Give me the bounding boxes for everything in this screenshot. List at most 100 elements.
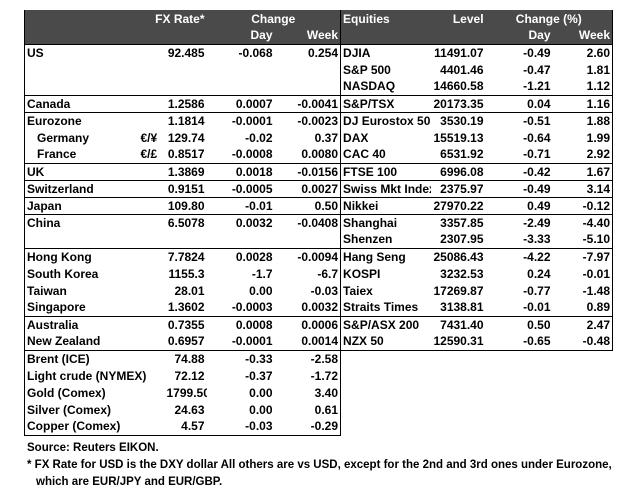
eq-week-cell: 1.88 [552,111,614,129]
day-cell: 0.00 [249,283,273,298]
pair-cell [138,196,165,214]
fx-cell: 1.3602 [167,300,205,315]
level-cell: 12590.31 [433,334,484,349]
header-cell: Day [485,27,553,44]
fx-cell: 28.01 [174,283,205,298]
table-row: Australia 0.7355 0.0008 0.0006 S&P/ASX 200 74… [24,315,614,333]
commodity-row: Light crude (NYMEX) 72.12 -0.37 -1.72 [24,367,613,384]
table-row: NASDAQ 14660.58 -1.21 1.12 [24,78,614,95]
blank-cell [340,349,613,367]
day-cell: 0.0008 [206,315,275,333]
country-cell: Singapore [24,299,139,316]
commodity-name: Silver (Comex) [24,401,165,418]
note: * FX Rate for USD is the DXY dollar All … [27,459,612,471]
equity-cell: S&P/ASX 200 [340,315,431,333]
footer: Source: Reuters EIKON. * FX Rate for USD… [27,440,612,491]
header-cell: Change [206,10,341,27]
week-cell [275,78,341,95]
fx-cell: 0.9151 [164,179,207,197]
equity-cell: S&P/TSX [340,94,431,112]
commodity-week: -1.72 [274,367,342,384]
equity-cell: Shenzen [340,231,431,248]
week-cell: 0.0032 [301,300,339,315]
commodity-price: 1799.50 [166,385,207,400]
day-cell: -0.0008 [231,147,273,162]
day-cell: -0.0001 [206,111,275,129]
pair-cell: €/£ [140,147,158,162]
eq-day-cell: -3.33 [523,232,551,247]
eq-week-cell: 2.92 [552,146,614,163]
country-cell [24,61,139,78]
equity-cell: DJ Eurostox 50 [340,111,431,129]
level-cell: 17269.87 [433,283,484,298]
pair-cell [138,43,165,61]
day-cell: -0.0005 [206,179,275,197]
week-cell: -0.03 [310,283,339,298]
fx-cell [165,231,207,248]
equity-cell: S&P 500 [340,61,431,78]
blank-cell [341,384,613,401]
commodity-week: 0.61 [274,401,342,418]
week-cell: -0.0041 [274,94,341,112]
pair-cell [138,315,165,333]
eq-week-cell: 2.47 [552,315,614,333]
level-cell: 3232.53 [440,266,484,281]
level-cell: 11491.07 [430,43,486,61]
level-cell: 2375.97 [430,179,486,197]
level-cell: 7431.40 [430,315,486,333]
header-cell: Change (%) [485,10,614,27]
country-cell: US [24,43,139,61]
eq-week-cell: -4.40 [552,213,614,231]
country-cell: Taiwan [24,282,139,299]
header-cell: Level [430,10,486,27]
day-cell: -0.0001 [231,334,273,349]
week-cell: -0.0156 [274,162,341,180]
week-cell: -0.0094 [274,247,341,265]
header-cell: Week [552,27,614,44]
commodity-name: Gold (Comex) [24,384,165,401]
pair-cell [139,265,165,282]
commodity-name: Light crude (NYMEX) [24,367,165,384]
pair-cell [138,247,165,265]
level-cell: 25086.43 [430,247,486,265]
pair-cell [138,94,165,112]
commodity-row: Brent (ICE) 74.88 -0.33 -2.58 [24,349,613,367]
header-cell: Day [206,27,275,44]
eq-day-cell: -0.64 [523,130,551,145]
eq-day-cell: -1.21 [523,79,551,94]
eq-week-cell: 1.12 [552,78,614,95]
source: Source: Reuters EIKON. [27,442,159,454]
day-cell [207,61,275,78]
pair-cell [139,231,165,248]
country-cell [24,231,139,248]
level-cell: 4401.46 [440,62,484,77]
commodity-day: -0.37 [245,368,273,383]
fx-cell: 1.1814 [164,111,207,129]
header-cell: FX Rate* [138,10,207,27]
eq-day-cell: -0.65 [523,334,551,349]
table-row: Taiwan 28.01 0.00 -0.03 Taiex 17269.87 -0.77 -1… [24,282,614,299]
eq-week-cell: -1.48 [552,282,614,299]
commodity-price: 24.63 [174,402,205,417]
eq-day-cell: -4.22 [485,247,553,265]
fx-cell [165,61,207,78]
pair-cell [138,213,165,231]
pair-cell [139,299,165,316]
week-cell: 0.0006 [274,315,341,333]
table-row: S&P 500 4401.46 -0.47 1.81 [24,61,614,78]
level-cell: 3138.81 [440,300,484,315]
equity-cell: DAX [340,129,431,146]
eq-day-cell: -0.47 [523,62,551,77]
day-cell [207,78,275,95]
equity-cell: DJIA [340,43,431,61]
equity-cell: Hang Seng [340,247,431,265]
eq-week-cell: -0.01 [552,265,614,282]
country-cell: Switzerland [24,179,139,197]
level-cell: 6996.08 [430,162,486,180]
commodity-row: Gold (Comex) 1799.50 0.00 3.40 [24,384,613,401]
day-cell: 0.0028 [206,247,275,265]
pair-cell [139,61,165,78]
eq-day-cell: 0.24 [527,266,551,281]
eq-week-cell: 1.81 [552,61,614,78]
table-row: Germany €/¥ 129.74 -0.02 0.37 DAX 15519.13 -0.6… [24,129,614,146]
